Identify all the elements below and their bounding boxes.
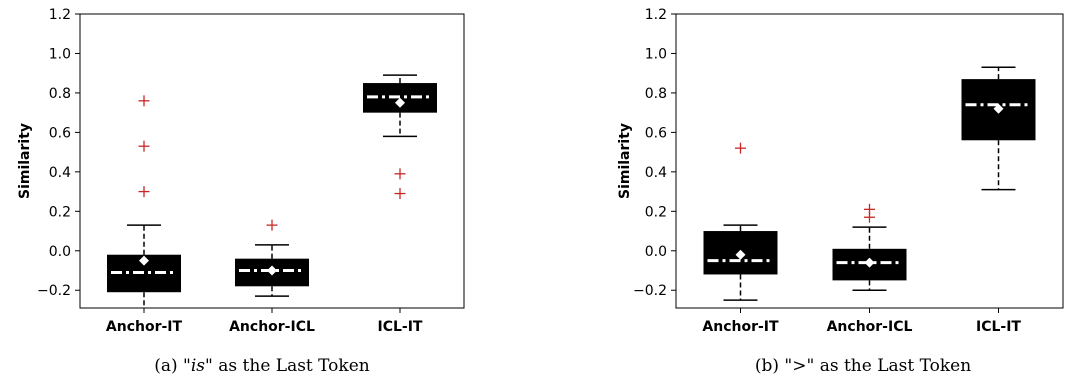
y-tick-label: −0.2 — [633, 283, 667, 299]
box-anchor-icl — [832, 203, 907, 291]
x-tick-label: Anchor-ICL — [827, 319, 913, 335]
y-tick-label: 0.6 — [49, 125, 71, 141]
plot-area — [703, 66, 1036, 301]
chart-panel-1: −0.2 0.0 0.2 0.4 0.6 0.8 1.0 1.2 Anchor-IT Anchor… — [17, 7, 465, 376]
y-tick-label: 1.2 — [49, 7, 71, 23]
y-tick-label: 1.0 — [645, 46, 667, 62]
x-tick-label: Anchor-IT — [702, 319, 779, 335]
x-tick-label: ICL-IT — [378, 319, 423, 335]
box-icl-it — [363, 74, 437, 200]
x-tick-label: Anchor-ICL — [229, 319, 315, 335]
mean-marker — [735, 249, 746, 260]
mean-marker — [139, 255, 149, 266]
chart-panel-2: −0.2 0.0 0.2 0.4 0.6 0.8 1.0 1.2 Anchor-IT Anchor… — [617, 7, 1064, 376]
mean-marker — [395, 97, 405, 108]
x-tick-label: ICL-IT — [976, 319, 1021, 335]
y-tick-label: 0.4 — [645, 165, 667, 181]
outlier-marker — [735, 142, 746, 154]
y-tick-label: 0.8 — [49, 86, 71, 102]
y-tick-label: 0.6 — [645, 125, 667, 141]
box-anchor-it — [703, 142, 778, 301]
y-tick-label: 0.0 — [645, 244, 667, 260]
y-tick-label: 1.2 — [645, 7, 667, 23]
outlier-marker — [864, 203, 875, 215]
box-anchor-icl — [235, 219, 309, 297]
y-axis-label: Similarity — [17, 123, 33, 199]
panel-caption: (a) "is" as the Last Token — [154, 356, 370, 376]
y-tick-label: 0.2 — [49, 204, 71, 220]
y-tick-label: 0.4 — [49, 165, 71, 181]
plot-area — [107, 74, 437, 308]
outlier-marker — [138, 95, 150, 107]
box-icl-it — [961, 66, 1036, 191]
y-tick-label: 0.2 — [645, 204, 667, 220]
mean-marker — [267, 265, 277, 276]
y-tick-label: 0.0 — [49, 244, 71, 260]
y-tick-label: −0.2 — [37, 283, 71, 299]
outlier-marker — [394, 168, 406, 180]
x-tick-label: Anchor-IT — [106, 319, 183, 335]
outlier-marker — [138, 186, 150, 198]
outlier-marker — [266, 219, 278, 231]
panel-caption: (b) ">" as the Last Token — [755, 356, 971, 376]
y-tick-label: 1.0 — [49, 46, 71, 62]
box-anchor-it — [107, 95, 181, 308]
y-tick-label: 0.8 — [645, 86, 667, 102]
mean-marker — [864, 257, 875, 268]
y-axis-label: Similarity — [617, 123, 633, 199]
mean-marker — [993, 103, 1004, 114]
outlier-marker — [394, 188, 406, 200]
outlier-marker — [138, 140, 150, 152]
